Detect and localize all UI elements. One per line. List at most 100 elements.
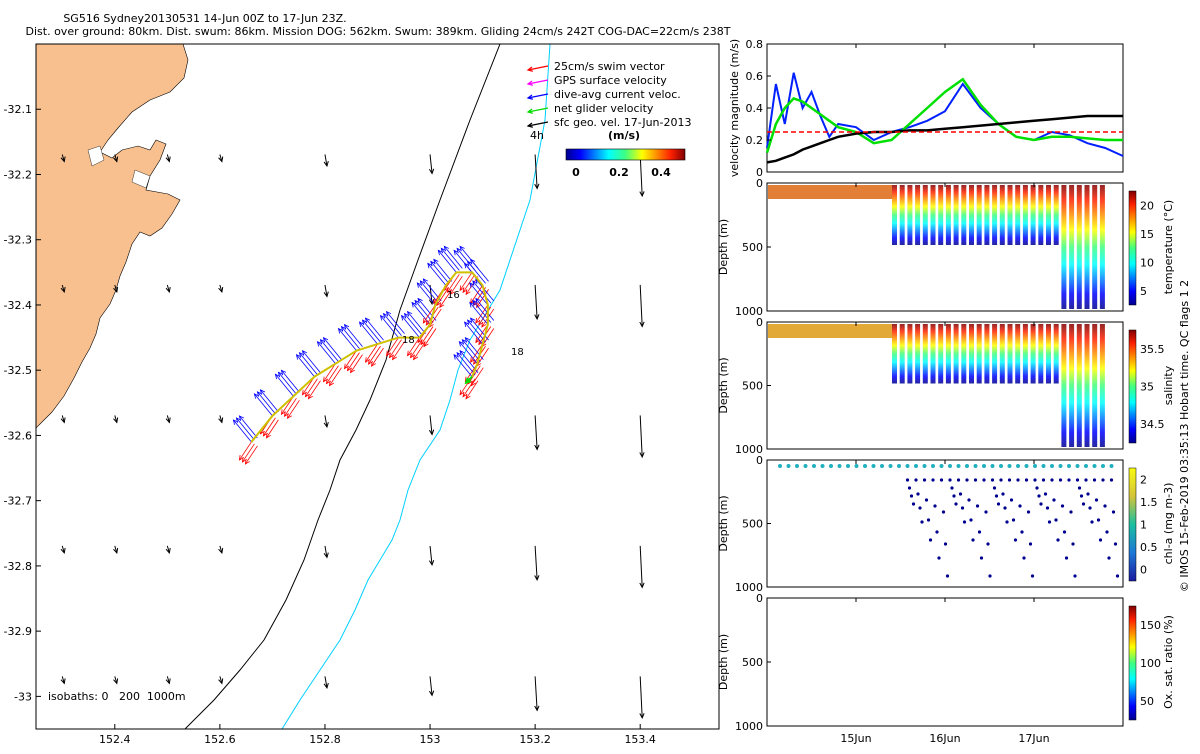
chla-surface-dot: [863, 464, 867, 468]
land-coastline: [36, 44, 189, 429]
cbar-tick: 50: [1140, 695, 1154, 708]
map-xtick-3: 153: [420, 733, 441, 746]
chla-dot: [958, 492, 963, 496]
profile-dive: [1099, 324, 1105, 447]
chla-surface-dot: [999, 464, 1003, 468]
swim-vector: [449, 276, 463, 296]
geo-arrow: [323, 415, 329, 429]
chla-surface-dot: [829, 464, 833, 468]
chla-surface-dot: [846, 464, 850, 468]
velocity-lines: [765, 72, 1124, 164]
chla-dot: [931, 478, 935, 482]
chla-dot: [1113, 542, 1118, 546]
chla-surface-dot: [1033, 464, 1037, 468]
swim-vector: [238, 441, 252, 461]
chla-dot: [1011, 518, 1016, 522]
chla-dot: [1111, 510, 1116, 514]
vel-ytick-2: 0.4: [746, 102, 764, 115]
profile-dive: [907, 324, 913, 384]
swim-vector: [470, 343, 483, 363]
profile-dive: [976, 324, 982, 384]
chla-dot: [941, 510, 946, 514]
geo-arrow: [218, 154, 224, 163]
geo-arrow: [428, 154, 435, 175]
chla-dot: [1026, 510, 1031, 514]
profile-dive: [1069, 185, 1075, 309]
map-ytick-2: -32.3: [4, 234, 32, 247]
map-xtick-5: 153.4: [624, 733, 656, 746]
swim-vector: [370, 347, 384, 367]
time-xtick-2: 17Jun: [1018, 732, 1049, 745]
figure-subtitle: Dist. over ground: 80km. Dist. swum: 86k…: [26, 25, 731, 38]
vel-ytick-0: 0: [756, 166, 763, 179]
profile-dive: [992, 324, 998, 384]
swim-vector: [422, 304, 436, 324]
chla-dot: [969, 518, 973, 522]
map-ytick-7: -32.8: [4, 560, 32, 573]
profile-ytick: 1000: [735, 720, 763, 733]
chla-dot: [1001, 492, 1005, 496]
glider-track-line: [250, 271, 489, 443]
chla-dot: [905, 478, 910, 482]
chla-dot: [1020, 530, 1024, 534]
chla-surface-dot: [973, 464, 978, 468]
profile-panel-oxygen: 0 500 1000 Depth (m) 50 100 150 Ox. sat. ratio …: [717, 592, 1175, 733]
dac-vector: [256, 391, 276, 415]
chla-dot: [1062, 530, 1067, 534]
vel-ytick-3: 0.6: [746, 70, 764, 83]
chla-dot: [909, 494, 914, 498]
chla-surface-dot: [982, 464, 986, 468]
profile-dive: [1076, 185, 1082, 309]
profile-dive: [1022, 324, 1028, 384]
dac-vector: [298, 352, 318, 375]
swim-vector: [367, 345, 381, 365]
profile-ylabel: Depth (m): [717, 495, 730, 551]
profile-dive: [945, 185, 951, 245]
chla-dot: [992, 486, 997, 490]
swim-vector: [346, 352, 360, 372]
swim-vector: [420, 326, 434, 346]
chla-dot: [1009, 498, 1014, 502]
dac-vector: [235, 417, 255, 441]
track-label-16: 16: [447, 290, 460, 301]
profile-dive: [1069, 324, 1075, 447]
chla-surface-dot: [1075, 464, 1080, 468]
chla-dot: [916, 492, 920, 496]
geo-arrow: [534, 154, 540, 190]
chla-dot: [1007, 478, 1012, 482]
swim-vector: [475, 304, 489, 324]
time-xtick-0: 15Jun: [840, 732, 871, 745]
chla-dot: [977, 530, 982, 534]
geo-arrow: [113, 415, 119, 424]
map-ytick-9: -33: [14, 690, 32, 703]
cbar-tick: 10: [1140, 256, 1154, 269]
dac-vector: [427, 262, 447, 286]
profile-dive: [1030, 185, 1036, 245]
profile-dive: [1015, 185, 1021, 245]
chla-dot: [1018, 504, 1022, 508]
chla-dot: [950, 486, 954, 490]
chla-dot: [1094, 498, 1099, 502]
swim-vector: [343, 350, 357, 370]
chla-surface-dot: [812, 464, 816, 468]
chla-surface-dot: [948, 464, 952, 468]
geo-arrow: [60, 676, 66, 685]
map-x-ticks: 152.4 152.6 152.8 153 153.2 153.4: [99, 724, 656, 746]
map-xtick-4: 153.2: [519, 733, 551, 746]
swim-vector: [462, 378, 476, 398]
chla-dot: [967, 498, 971, 502]
legend-label-1: GPS surface velocity: [554, 74, 667, 87]
isobath-label: isobaths: 0 200 1000m: [48, 690, 186, 703]
profile-dive: [953, 324, 959, 384]
profile-dive: [899, 185, 905, 245]
profile-dive: [1030, 324, 1036, 384]
cbar-tick: 20: [1140, 199, 1154, 212]
legend-arrow-2: [526, 93, 549, 100]
legend-time-label: 4h: [530, 129, 544, 142]
map-y-ticks: -32.1 -32.2 -32.3 -32.4 -32.5 -32.6 -32.7 -32.8…: [4, 103, 41, 703]
swim-vector: [304, 378, 318, 398]
cbar-tick-2: 0.4: [651, 166, 671, 179]
geo-arrow: [323, 545, 329, 559]
chla-dot: [1073, 574, 1077, 578]
